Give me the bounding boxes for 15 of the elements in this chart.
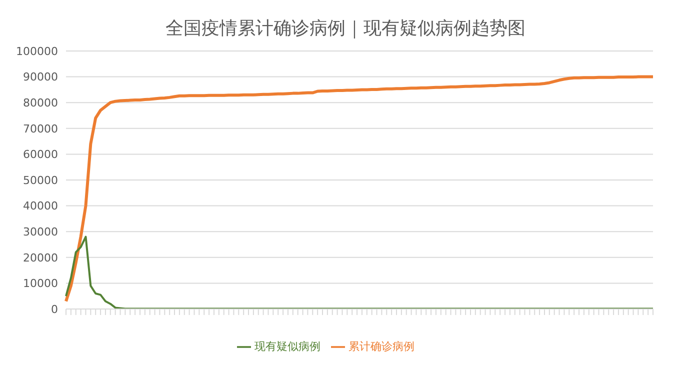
y-tick-label: 50000 xyxy=(23,174,58,187)
y-tick-label: 60000 xyxy=(23,148,58,162)
y-tick-label: 70000 xyxy=(23,122,58,136)
y-tick-label: 90000 xyxy=(23,70,58,84)
chart-title: 全国疫情累计确诊病例｜现有疑似病例趋势图 xyxy=(164,17,526,41)
y-tick-label: 0 xyxy=(51,302,58,316)
legend-label: 累计确诊病例 xyxy=(348,340,414,353)
y-tick-label: 40000 xyxy=(23,200,58,213)
line-series xyxy=(64,75,654,303)
y-tick-label: 80000 xyxy=(23,96,58,110)
y-tick-label: 10000 xyxy=(23,277,58,290)
y-tick-label: 100000 xyxy=(16,44,58,58)
legend-label: 现有疑似病例 xyxy=(254,340,320,353)
y-tick-label: 20000 xyxy=(23,251,58,264)
y-tick-label: 30000 xyxy=(23,226,58,239)
